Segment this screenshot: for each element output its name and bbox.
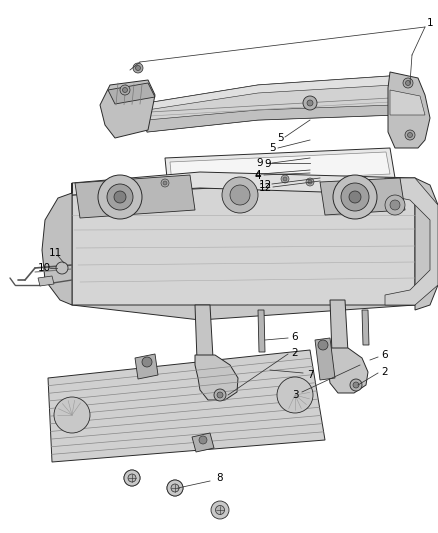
Circle shape [98,175,142,219]
Circle shape [167,480,183,496]
Circle shape [318,340,328,350]
Polygon shape [326,348,368,393]
Circle shape [107,184,133,210]
Text: 1: 1 [427,18,433,28]
Text: 6: 6 [292,332,298,342]
Circle shape [54,397,90,433]
Polygon shape [320,178,405,215]
Text: 9: 9 [257,158,263,168]
Polygon shape [147,76,393,110]
Circle shape [161,179,169,187]
Circle shape [333,175,377,219]
Polygon shape [48,350,325,462]
Polygon shape [38,276,54,286]
Text: 9: 9 [265,159,271,169]
Polygon shape [42,183,72,305]
Circle shape [350,379,362,391]
Text: 3: 3 [292,390,298,400]
Circle shape [133,63,143,73]
Circle shape [171,484,179,492]
Polygon shape [145,76,395,132]
Circle shape [353,382,359,388]
Polygon shape [388,72,430,148]
Circle shape [349,191,361,203]
Text: 2: 2 [381,367,389,377]
Polygon shape [147,105,395,132]
Polygon shape [192,433,214,452]
Text: 2: 2 [292,348,298,358]
Circle shape [277,377,313,413]
Polygon shape [258,310,265,352]
Circle shape [124,470,140,486]
Circle shape [128,474,136,482]
Polygon shape [415,178,438,310]
Circle shape [390,200,400,210]
Polygon shape [390,90,425,115]
Polygon shape [72,172,415,195]
Circle shape [222,177,258,213]
Text: 12: 12 [258,180,272,190]
Circle shape [385,195,405,215]
Circle shape [167,480,183,496]
Polygon shape [72,178,415,305]
Polygon shape [100,80,155,138]
Circle shape [199,436,207,444]
Text: 5: 5 [277,133,283,143]
Text: 4: 4 [254,170,261,180]
Polygon shape [165,148,395,188]
Circle shape [281,175,289,183]
Text: 4: 4 [254,171,261,181]
Polygon shape [72,275,415,320]
Circle shape [308,180,312,184]
Circle shape [114,191,126,203]
Circle shape [403,78,413,88]
Circle shape [303,96,317,110]
Polygon shape [170,152,390,184]
Text: 5: 5 [268,143,276,153]
Text: 8: 8 [217,473,223,483]
Circle shape [124,470,140,486]
Circle shape [405,130,415,140]
Polygon shape [108,83,155,104]
Polygon shape [75,175,195,218]
Text: 11: 11 [48,248,62,258]
Polygon shape [315,338,335,380]
Circle shape [163,181,167,185]
Circle shape [306,178,314,186]
Polygon shape [362,310,369,345]
Circle shape [211,501,229,519]
Circle shape [120,85,130,95]
Circle shape [135,66,141,70]
Circle shape [215,505,225,514]
Polygon shape [385,178,438,305]
Circle shape [56,262,68,274]
Circle shape [283,177,287,181]
Circle shape [341,183,369,211]
Text: 12: 12 [258,183,272,193]
Text: 7: 7 [307,370,313,380]
Text: 6: 6 [381,350,389,360]
Text: 10: 10 [37,263,50,273]
Circle shape [407,133,413,138]
Polygon shape [195,355,238,400]
Circle shape [217,392,223,398]
Circle shape [307,100,313,106]
Circle shape [406,80,410,85]
Circle shape [230,185,250,205]
Polygon shape [135,354,158,379]
Polygon shape [195,305,213,360]
Circle shape [214,389,226,401]
Circle shape [142,357,152,367]
Circle shape [123,87,127,93]
Polygon shape [330,300,348,354]
